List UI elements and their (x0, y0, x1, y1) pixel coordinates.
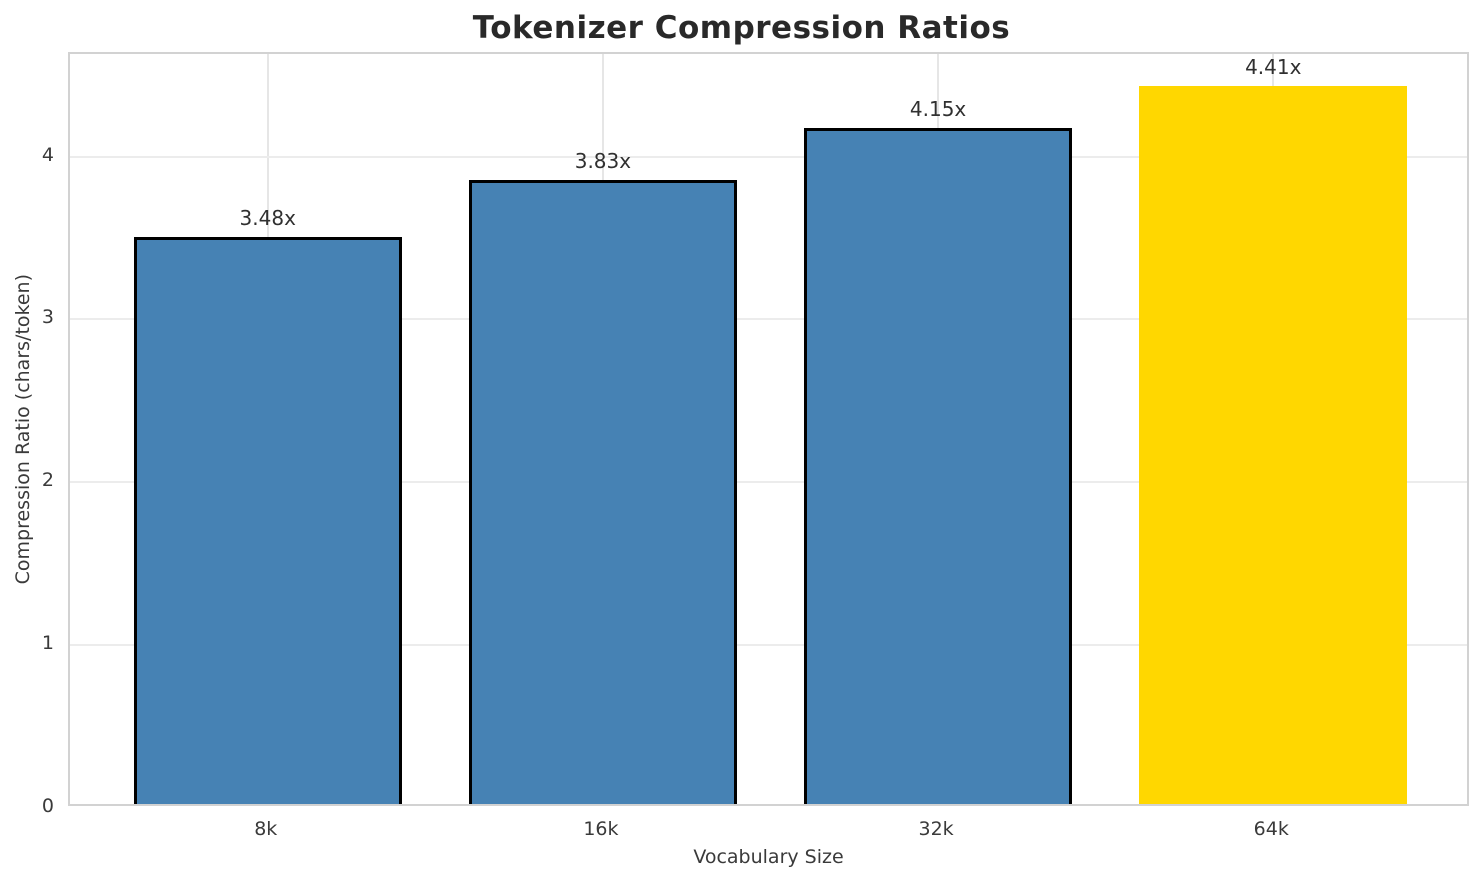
bar-value-label: 3.83x (574, 149, 632, 174)
chart-title: Tokenizer Compression Ratios (472, 10, 1011, 46)
bar-16k (468, 180, 737, 804)
bar-value-label: 4.41x (1245, 54, 1302, 79)
y-tick-label: 2 (41, 469, 54, 492)
y-tick-label: 3 (41, 306, 54, 329)
x-axis-label: Vocabulary Size (693, 846, 844, 868)
bar-64k (1139, 85, 1408, 804)
gridline-horizontal (70, 481, 1467, 484)
y-tick-label: 1 (41, 632, 54, 655)
x-tick-label: 32k (918, 818, 954, 840)
gridline-horizontal (70, 318, 1467, 321)
bar-value-label: 4.15x (909, 97, 967, 122)
bar-32k (804, 128, 1073, 804)
y-tick-label: 4 (41, 143, 54, 166)
bar-value-label: 3.48x (239, 206, 296, 231)
x-tick-label: 64k (1253, 818, 1289, 840)
bar-8k (133, 237, 402, 804)
plot-area: 3.48x 3.83x 4.15x 4.41x (68, 52, 1469, 806)
gridline-horizontal (70, 155, 1467, 158)
gridline-horizontal (70, 644, 1467, 647)
y-tick-label: 0 (41, 795, 54, 817)
x-tick-label: 16k (583, 818, 619, 840)
x-tick-label: 8k (254, 818, 278, 840)
